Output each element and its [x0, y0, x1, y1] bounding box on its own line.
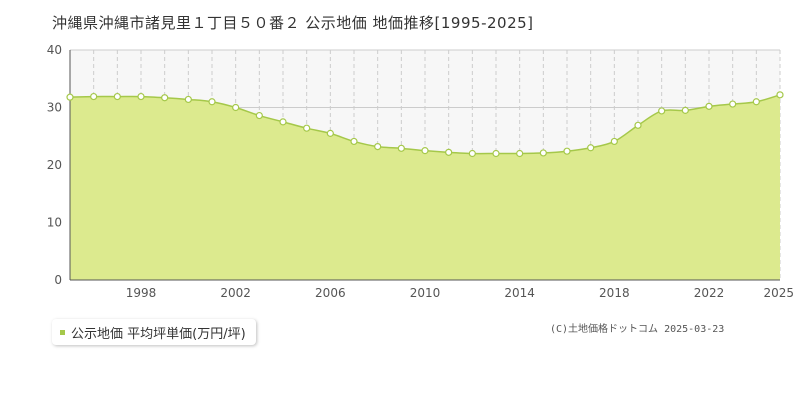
x-tick-label: 2006: [315, 286, 346, 300]
data-point: [492, 149, 500, 158]
data-point: [539, 149, 547, 157]
data-point: [279, 118, 287, 126]
data-point: [610, 137, 618, 146]
data-point: [113, 92, 121, 101]
data-point: [729, 100, 737, 108]
data-point: [705, 102, 713, 110]
data-point: [90, 92, 98, 101]
data-point: [161, 94, 169, 102]
data-point: [587, 144, 595, 152]
y-tick-label: 10: [47, 216, 62, 230]
data-point: [776, 91, 784, 99]
data-point: [563, 147, 571, 155]
x-tick-label: 1998: [126, 286, 157, 300]
data-point: [184, 95, 192, 104]
y-tick-label: 0: [54, 273, 62, 287]
x-tick-label: 2010: [410, 286, 441, 300]
data-point: [752, 98, 760, 106]
data-point: [350, 137, 358, 146]
data-point: [421, 147, 429, 155]
x-tick-label: 2025: [763, 286, 794, 300]
data-point: [374, 143, 382, 151]
x-tick-label: 2014: [504, 286, 535, 300]
copyright-text: (C)土地価格ドットコム 2025-03-23: [550, 324, 725, 335]
data-point: [516, 149, 524, 158]
data-point: [634, 121, 642, 129]
data-point: [303, 124, 311, 132]
legend: 公示地価 平均坪単価(万円/坪): [52, 319, 256, 345]
data-point: [468, 149, 476, 158]
data-point: [255, 111, 263, 120]
y-tick-label: 30: [47, 101, 62, 115]
data-point: [137, 92, 145, 101]
data-points: [66, 91, 784, 158]
legend-swatch: [60, 329, 65, 335]
data-point: [326, 129, 334, 137]
axes: [69, 50, 780, 281]
x-tick-label: 2002: [220, 286, 251, 300]
data-point: [397, 144, 405, 152]
data-point: [658, 107, 666, 115]
x-tick-label: 2018: [599, 286, 630, 300]
y-tick-label: 40: [47, 43, 62, 57]
x-tick-label: 2022: [694, 286, 725, 300]
legend-label: 公示地価 平均坪単価(万円/坪): [71, 326, 246, 342]
data-point: [208, 98, 216, 106]
x-tick-labels: 1998 2002 2006 2010 2014 2018 2022 2025: [126, 286, 794, 300]
y-tick-label: 20: [47, 158, 62, 172]
data-point: [445, 148, 453, 156]
data-point: [681, 106, 689, 114]
y-tick-labels: 0 10 20 30 40: [47, 43, 62, 287]
data-point: [66, 93, 74, 101]
area-fill: [70, 94, 780, 280]
chart-title: 沖縄県沖縄市諸見里１丁目５０番２ 公示地価 地価推移[1995-2025]: [52, 14, 534, 32]
data-point: [232, 103, 240, 112]
